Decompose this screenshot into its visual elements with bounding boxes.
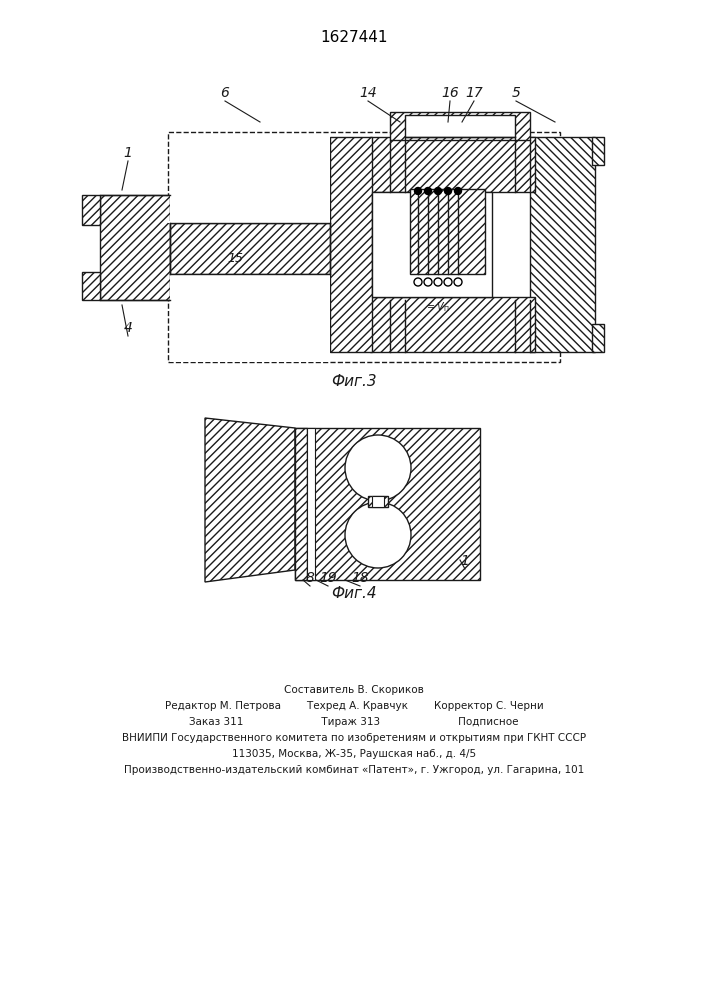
Text: Составитель В. Скориков: Составитель В. Скориков <box>284 685 424 695</box>
Text: 5: 5 <box>512 86 520 100</box>
Bar <box>295 428 307 580</box>
Text: Заказ 311                        Тираж 313                        Подписное: Заказ 311 Тираж 313 Подписное <box>189 717 519 727</box>
Text: 6: 6 <box>221 86 230 100</box>
Bar <box>82 272 100 300</box>
Text: 4: 4 <box>124 321 132 335</box>
Bar <box>368 496 388 507</box>
Bar <box>592 324 604 352</box>
Text: 17: 17 <box>465 86 483 100</box>
Circle shape <box>424 188 431 194</box>
Bar <box>405 115 515 137</box>
Text: Редактор М. Петрова        Техред А. Кравчук        Корректор С. Черни: Редактор М. Петрова Техред А. Кравчук Ко… <box>165 701 544 711</box>
Text: 1627441: 1627441 <box>320 29 387 44</box>
Text: 16: 16 <box>441 86 459 100</box>
Bar <box>170 274 330 362</box>
Text: Производственно-издательский комбинат «Патент», г. Ужгород, ул. Гагарина, 101: Производственно-издательский комбинат «П… <box>124 765 584 775</box>
Bar <box>530 137 595 352</box>
Bar <box>330 137 372 352</box>
Circle shape <box>455 188 462 194</box>
Bar <box>370 297 535 352</box>
Bar <box>372 496 384 507</box>
Text: 18: 18 <box>351 571 369 585</box>
Bar <box>168 132 560 362</box>
Bar <box>170 223 360 274</box>
Circle shape <box>345 435 411 501</box>
Bar <box>372 192 492 297</box>
Bar <box>100 195 170 300</box>
Bar <box>168 221 170 223</box>
Bar <box>82 195 100 225</box>
Bar <box>370 137 535 192</box>
Circle shape <box>345 502 411 568</box>
Text: 8: 8 <box>305 571 315 585</box>
Text: 1: 1 <box>460 554 469 568</box>
Bar <box>170 137 330 223</box>
Bar <box>307 428 315 580</box>
Circle shape <box>445 188 452 194</box>
Text: ВНИИПИ Государственного комитета по изобретениям и открытиям при ГКНТ СССР: ВНИИПИ Государственного комитета по изоб… <box>122 733 586 743</box>
Bar <box>390 112 530 140</box>
Bar <box>372 496 384 507</box>
Text: $=V_{\Pi}$: $=V_{\Pi}$ <box>426 300 450 314</box>
Bar <box>410 189 485 274</box>
Bar <box>295 428 480 580</box>
Circle shape <box>414 188 421 194</box>
Circle shape <box>435 188 441 194</box>
Text: 15: 15 <box>227 251 243 264</box>
Bar <box>405 115 515 137</box>
Text: Фиг.3: Фиг.3 <box>331 374 377 389</box>
Text: 19: 19 <box>319 571 337 585</box>
Text: 14: 14 <box>359 86 377 100</box>
Bar <box>372 192 492 297</box>
Text: 113035, Москва, Ж-35, Раушская наб., д. 4/5: 113035, Москва, Ж-35, Раушская наб., д. … <box>232 749 476 759</box>
Text: Фиг.4: Фиг.4 <box>331 586 377 601</box>
Text: 1: 1 <box>124 146 132 160</box>
Bar <box>592 137 604 165</box>
Polygon shape <box>205 418 295 582</box>
